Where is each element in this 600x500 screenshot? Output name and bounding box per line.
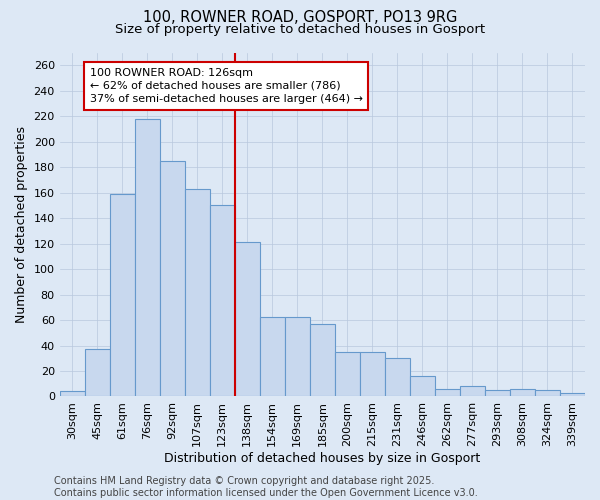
Bar xyxy=(535,390,560,396)
Text: 100 ROWNER ROAD: 126sqm
← 62% of detached houses are smaller (786)
37% of semi-d: 100 ROWNER ROAD: 126sqm ← 62% of detache… xyxy=(89,68,362,104)
Bar xyxy=(360,352,385,397)
Bar xyxy=(310,324,335,396)
Bar xyxy=(185,189,210,396)
Bar xyxy=(235,242,260,396)
Bar xyxy=(410,376,435,396)
Bar xyxy=(85,350,110,397)
Bar xyxy=(135,118,160,396)
X-axis label: Distribution of detached houses by size in Gosport: Distribution of detached houses by size … xyxy=(164,452,481,465)
Bar xyxy=(160,161,185,396)
Bar xyxy=(335,352,360,397)
Text: 100, ROWNER ROAD, GOSPORT, PO13 9RG: 100, ROWNER ROAD, GOSPORT, PO13 9RG xyxy=(143,10,457,25)
Bar xyxy=(435,389,460,396)
Bar xyxy=(460,386,485,396)
Bar xyxy=(485,390,510,396)
Bar xyxy=(59,392,85,396)
Y-axis label: Number of detached properties: Number of detached properties xyxy=(15,126,28,323)
Bar xyxy=(560,392,585,396)
Bar xyxy=(110,194,135,396)
Text: Contains HM Land Registry data © Crown copyright and database right 2025.
Contai: Contains HM Land Registry data © Crown c… xyxy=(54,476,478,498)
Text: Size of property relative to detached houses in Gosport: Size of property relative to detached ho… xyxy=(115,22,485,36)
Bar xyxy=(260,318,285,396)
Bar xyxy=(510,389,535,396)
Bar xyxy=(210,206,235,396)
Bar xyxy=(285,318,310,396)
Bar xyxy=(385,358,410,397)
